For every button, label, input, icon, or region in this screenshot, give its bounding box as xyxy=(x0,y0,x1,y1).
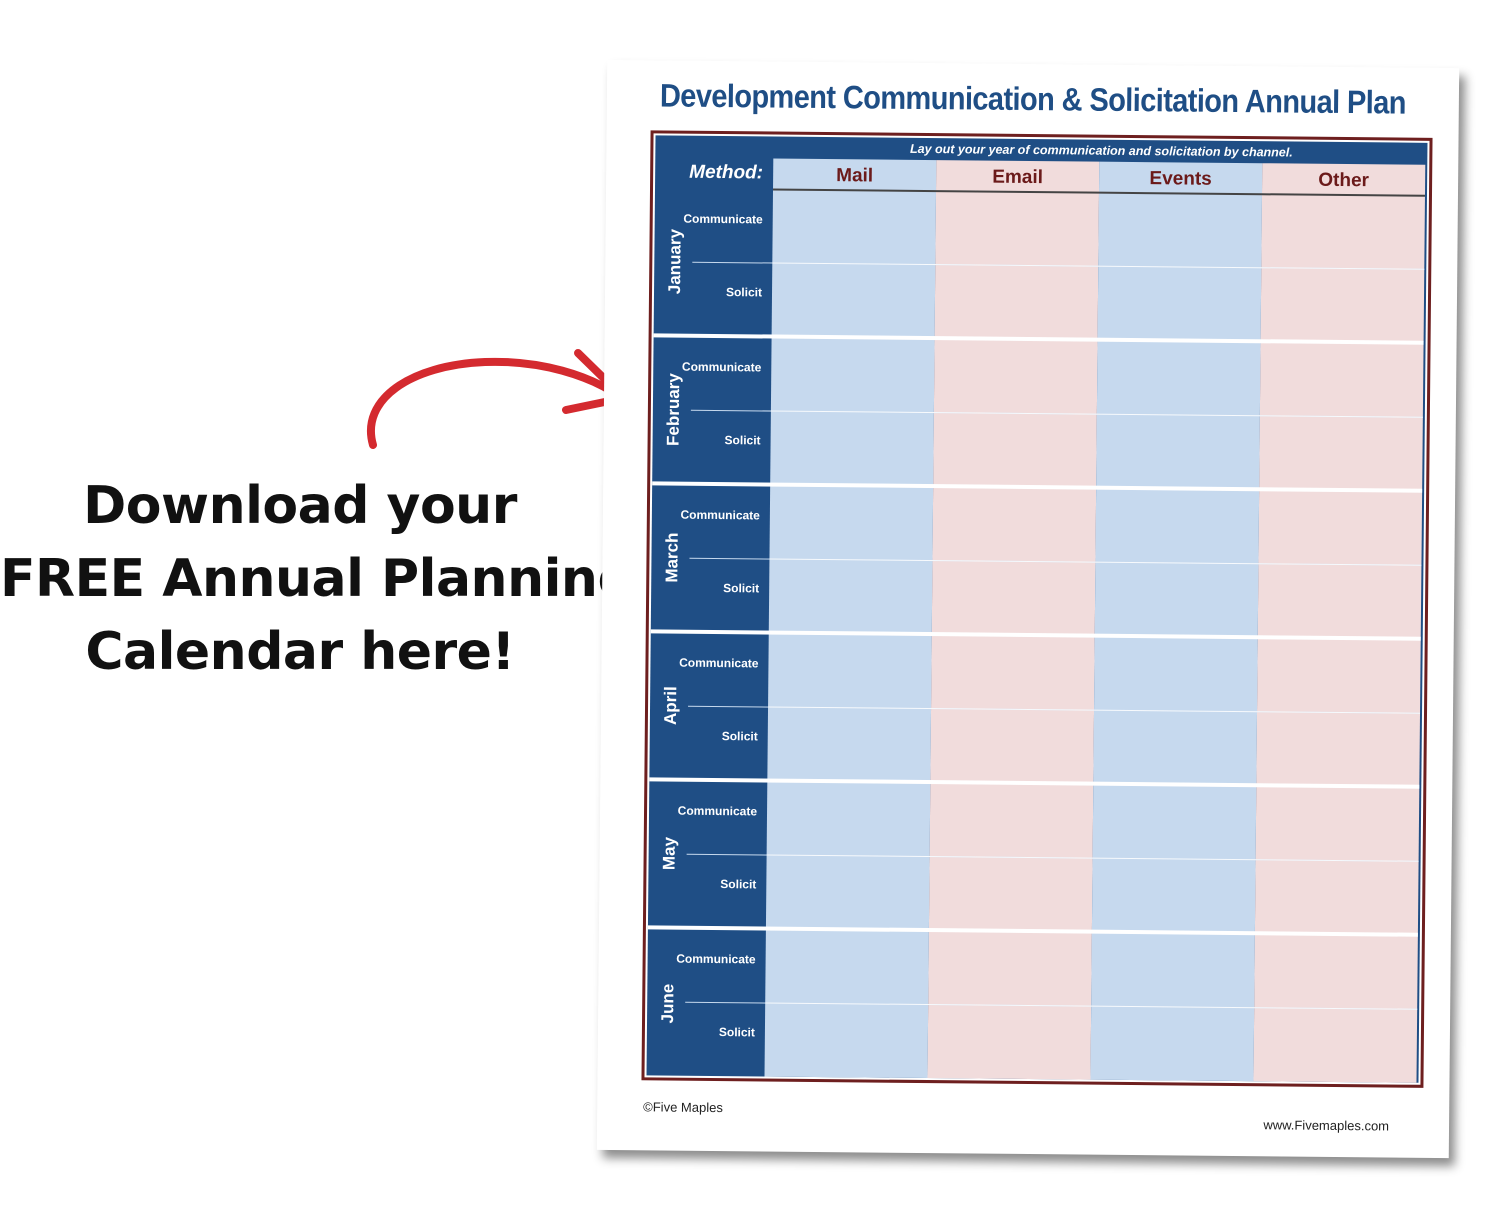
column-header-mail: Mail xyxy=(773,158,937,193)
promo-line-1: Download your xyxy=(83,476,517,536)
document-subtitle: Lay out your year of communication and s… xyxy=(909,141,1293,160)
month-row-january: January Communicate Solicit xyxy=(653,189,1425,345)
column-header-events: Events xyxy=(1098,161,1263,196)
website-link[interactable]: www.Fivemaples.com xyxy=(1263,1117,1390,1134)
solicit-label: Solicit xyxy=(723,581,760,596)
row-divider xyxy=(765,1002,1418,1010)
row-divider xyxy=(770,410,1423,418)
communicate-label: Communicate xyxy=(680,507,760,523)
row-divider xyxy=(772,262,1425,270)
column-header-other: Other xyxy=(1261,163,1426,197)
solicit-label: Solicit xyxy=(718,1025,755,1040)
promo-line-3: Calendar here! xyxy=(85,622,515,682)
month-row-june: June Communicate Solicit xyxy=(646,929,1418,1084)
curved-arrow-icon xyxy=(367,349,628,449)
copyright-text: ©Five Maples xyxy=(643,1099,723,1116)
row-divider xyxy=(769,558,1422,566)
method-label: Method: xyxy=(689,161,764,184)
month-row-february: February Communicate Solicit xyxy=(652,337,1424,493)
communicate-label: Communicate xyxy=(677,803,758,819)
month-row-may: May Communicate Solicit xyxy=(647,781,1420,937)
communicate-label: Communicate xyxy=(676,951,756,967)
month-row-april: April Communicate Solicit xyxy=(649,633,1421,789)
promo-line-2: FREE Annual Planning xyxy=(0,549,635,609)
planner-document[interactable]: Development Communication & Solicitation… xyxy=(596,59,1460,1159)
solicit-label: Solicit xyxy=(725,285,763,300)
communicate-label: Communicate xyxy=(681,359,762,375)
communicate-label: Communicate xyxy=(679,655,759,671)
row-divider xyxy=(768,706,1421,714)
solicit-label: Solicit xyxy=(724,433,761,448)
document-title: Development Communication & Solicitation… xyxy=(659,78,1407,122)
month-rows: January Communicate Solicit February Com… xyxy=(647,189,1425,1082)
solicit-label: Solicit xyxy=(720,877,757,892)
promo-text[interactable]: Download your FREE Annual Planning Calen… xyxy=(0,470,635,689)
communicate-label: Communicate xyxy=(683,211,763,227)
solicit-label: Solicit xyxy=(721,729,758,744)
planner-frame: Lay out your year of communication and s… xyxy=(641,130,1433,1088)
month-row-march: March Communicate Solicit xyxy=(650,485,1423,641)
column-header-email: Email xyxy=(935,160,1100,194)
row-divider xyxy=(766,854,1419,862)
